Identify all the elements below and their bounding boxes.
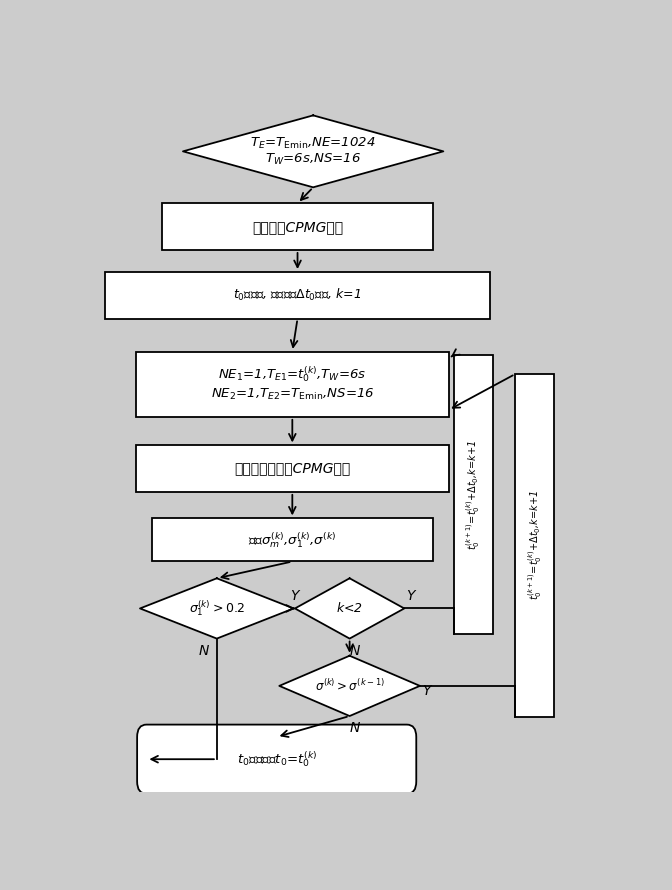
- Text: $t_0$赋初值, 搜索步长$\Delta t_0$赋值, $k$=1: $t_0$赋初值, 搜索步长$\Delta t_0$赋值, $k$=1: [233, 287, 362, 303]
- Text: $\sigma_1^{(k)}>0.2$: $\sigma_1^{(k)}>0.2$: [189, 599, 245, 619]
- Text: Y: Y: [422, 684, 430, 699]
- Text: N: N: [349, 644, 360, 658]
- Text: N: N: [199, 644, 209, 658]
- Text: 待测岩石改良式CPMG测量: 待测岩石改良式CPMG测量: [235, 462, 350, 475]
- Text: $NE_1$=1,$T_{E1}$=$t_0^{(k)}$,$T_W$=6s: $NE_1$=1,$T_{E1}$=$t_0^{(k)}$,$T_W$=6s: [218, 364, 367, 384]
- Text: 待测岩石CPMG测量: 待测岩石CPMG测量: [252, 220, 343, 234]
- Text: $t_0^{(k+1)}$=$t_0^{(k)}$+$\Delta t_0$,$k$=$k$+1: $t_0^{(k+1)}$=$t_0^{(k)}$+$\Delta t_0$,$…: [526, 490, 544, 601]
- FancyBboxPatch shape: [162, 204, 433, 250]
- Polygon shape: [295, 578, 405, 639]
- Text: $\sigma^{(k)}>\sigma^{(k-1)}$: $\sigma^{(k)}>\sigma^{(k-1)}$: [314, 678, 384, 694]
- FancyBboxPatch shape: [136, 445, 449, 492]
- Text: $NE_2$=1,$T_{E2}$=T$_\mathrm{Emin}$,$NS$=16: $NE_2$=1,$T_{E2}$=T$_\mathrm{Emin}$,$NS$…: [210, 387, 374, 402]
- FancyBboxPatch shape: [137, 724, 416, 794]
- Text: $k$<2: $k$<2: [336, 602, 363, 616]
- FancyBboxPatch shape: [136, 352, 449, 417]
- FancyBboxPatch shape: [152, 518, 433, 562]
- Polygon shape: [280, 656, 420, 716]
- Text: Y: Y: [290, 589, 298, 603]
- Text: $t_0$最佳取值$t_0$=$t_0^{(k)}$: $t_0$最佳取值$t_0$=$t_0^{(k)}$: [237, 749, 317, 769]
- FancyBboxPatch shape: [105, 272, 491, 319]
- FancyBboxPatch shape: [454, 355, 493, 635]
- Text: $T_E$=T$_\mathrm{Emin}$,$NE$=1024: $T_E$=T$_\mathrm{Emin}$,$NE$=1024: [250, 135, 376, 150]
- Text: $T_W$=6s,$NS$=16: $T_W$=6s,$NS$=16: [265, 152, 361, 167]
- FancyBboxPatch shape: [515, 374, 554, 716]
- Text: $t_0^{(k+1)}$=$t_0^{(k)}$+$\Delta t_0$,$k$=$k$+1: $t_0^{(k+1)}$=$t_0^{(k)}$+$\Delta t_0$,$…: [464, 440, 482, 550]
- Text: 计算$\sigma_m^{(k)}$,$\sigma_1^{(k)}$,$\sigma^{(k)}$: 计算$\sigma_m^{(k)}$,$\sigma_1^{(k)}$,$\si…: [248, 530, 337, 550]
- Text: N: N: [349, 722, 360, 735]
- Polygon shape: [183, 116, 444, 187]
- Polygon shape: [140, 578, 294, 639]
- Text: Y: Y: [407, 589, 415, 603]
